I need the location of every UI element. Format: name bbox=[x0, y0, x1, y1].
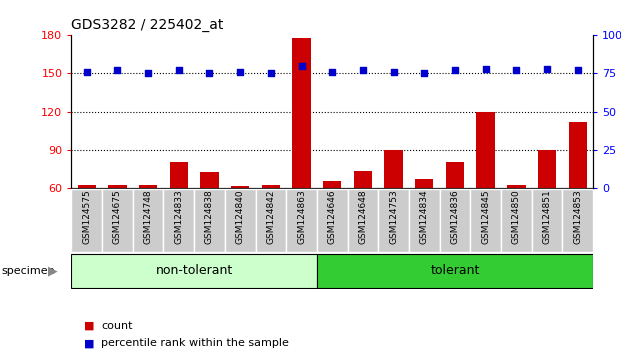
FancyBboxPatch shape bbox=[71, 189, 102, 252]
Bar bbox=[78, 185, 96, 188]
Bar bbox=[139, 185, 157, 188]
Text: percentile rank within the sample: percentile rank within the sample bbox=[101, 338, 289, 348]
Text: GSM124850: GSM124850 bbox=[512, 190, 521, 244]
Point bbox=[327, 69, 337, 75]
FancyBboxPatch shape bbox=[225, 189, 255, 252]
FancyBboxPatch shape bbox=[348, 189, 378, 252]
FancyBboxPatch shape bbox=[317, 189, 348, 252]
FancyBboxPatch shape bbox=[440, 189, 470, 252]
Point bbox=[573, 68, 582, 73]
Point bbox=[297, 63, 307, 69]
Text: GSM124646: GSM124646 bbox=[328, 190, 337, 244]
Point bbox=[235, 69, 245, 75]
Text: non-tolerant: non-tolerant bbox=[155, 264, 233, 277]
Text: count: count bbox=[101, 321, 133, 331]
Bar bbox=[507, 185, 525, 188]
Text: ■: ■ bbox=[84, 338, 94, 348]
Point bbox=[204, 70, 214, 76]
Text: GSM124842: GSM124842 bbox=[266, 190, 275, 244]
FancyBboxPatch shape bbox=[409, 189, 440, 252]
FancyBboxPatch shape bbox=[470, 189, 501, 252]
Text: GSM124575: GSM124575 bbox=[82, 190, 91, 244]
Bar bbox=[261, 185, 280, 188]
FancyBboxPatch shape bbox=[133, 189, 163, 252]
Bar bbox=[446, 162, 464, 188]
Point bbox=[112, 68, 122, 73]
FancyBboxPatch shape bbox=[317, 254, 593, 288]
FancyBboxPatch shape bbox=[163, 189, 194, 252]
FancyBboxPatch shape bbox=[286, 189, 317, 252]
Bar bbox=[384, 149, 403, 188]
Text: ▶: ▶ bbox=[48, 264, 57, 277]
Point bbox=[389, 69, 399, 75]
Bar bbox=[108, 185, 127, 188]
Point bbox=[266, 70, 276, 76]
Text: GSM124863: GSM124863 bbox=[297, 190, 306, 244]
Point bbox=[174, 68, 184, 73]
Bar bbox=[354, 171, 372, 188]
Text: GSM124851: GSM124851 bbox=[543, 190, 551, 244]
Text: ■: ■ bbox=[84, 321, 94, 331]
Point bbox=[143, 70, 153, 76]
FancyBboxPatch shape bbox=[378, 189, 409, 252]
Text: GSM124845: GSM124845 bbox=[481, 190, 490, 244]
Text: GSM124836: GSM124836 bbox=[450, 190, 460, 244]
Bar bbox=[201, 172, 219, 188]
FancyBboxPatch shape bbox=[255, 189, 286, 252]
Bar bbox=[292, 38, 310, 188]
FancyBboxPatch shape bbox=[71, 254, 317, 288]
Bar bbox=[415, 179, 433, 188]
Bar bbox=[538, 149, 556, 188]
Point bbox=[542, 66, 552, 72]
Text: tolerant: tolerant bbox=[430, 264, 479, 277]
Point bbox=[358, 68, 368, 73]
Text: specimen: specimen bbox=[1, 266, 55, 276]
Point bbox=[82, 69, 92, 75]
Text: GDS3282 / 225402_at: GDS3282 / 225402_at bbox=[71, 18, 224, 32]
Text: GSM124748: GSM124748 bbox=[143, 190, 153, 244]
Text: GSM124840: GSM124840 bbox=[236, 190, 245, 244]
Text: GSM124838: GSM124838 bbox=[205, 190, 214, 244]
FancyBboxPatch shape bbox=[194, 189, 225, 252]
Bar bbox=[476, 112, 495, 188]
Point bbox=[511, 68, 521, 73]
Point bbox=[419, 70, 429, 76]
Point bbox=[450, 68, 460, 73]
Bar bbox=[323, 181, 342, 188]
Text: GSM124834: GSM124834 bbox=[420, 190, 428, 244]
Bar bbox=[170, 162, 188, 188]
Text: GSM124853: GSM124853 bbox=[573, 190, 582, 244]
Bar bbox=[231, 186, 250, 188]
Text: GSM124833: GSM124833 bbox=[175, 190, 183, 244]
FancyBboxPatch shape bbox=[501, 189, 532, 252]
Point bbox=[481, 66, 491, 72]
Bar bbox=[568, 122, 587, 188]
FancyBboxPatch shape bbox=[102, 189, 133, 252]
Text: GSM124648: GSM124648 bbox=[358, 190, 368, 244]
FancyBboxPatch shape bbox=[532, 189, 563, 252]
Text: GSM124675: GSM124675 bbox=[113, 190, 122, 244]
FancyBboxPatch shape bbox=[563, 189, 593, 252]
Text: GSM124753: GSM124753 bbox=[389, 190, 398, 244]
